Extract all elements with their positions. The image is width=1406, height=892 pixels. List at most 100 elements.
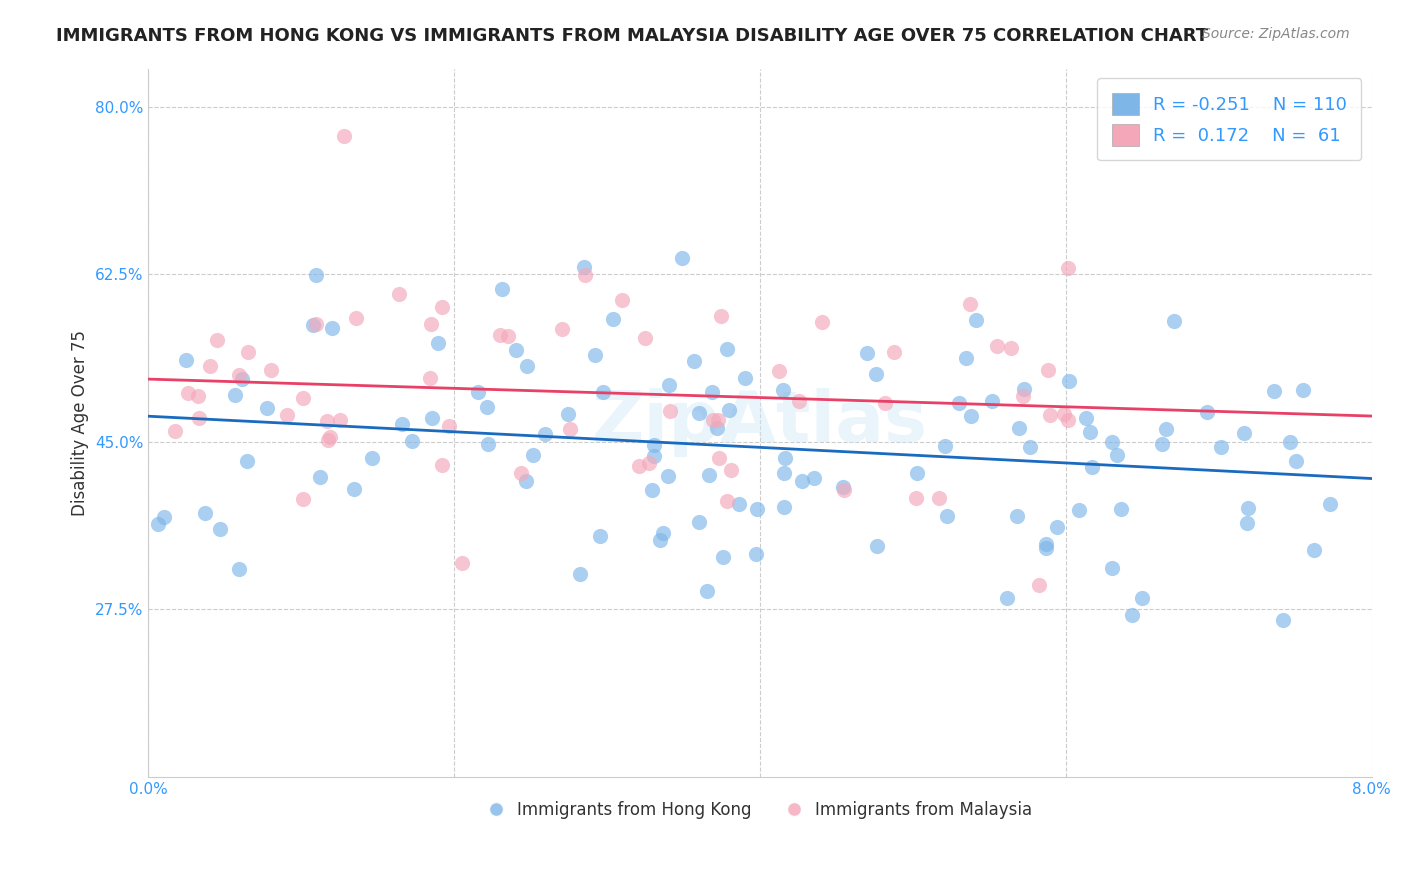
Point [534, 427, 557, 442]
Point [432, 458, 454, 472]
Point [1019, 440, 1042, 454]
Point [205, 333, 228, 347]
Point [1209, 440, 1232, 454]
Point [640, 483, 662, 497]
Point [522, 448, 544, 462]
Point [1163, 314, 1185, 328]
Point [1028, 578, 1050, 592]
Point [707, 412, 730, 426]
Point [489, 327, 512, 342]
Point [427, 336, 450, 351]
Point [318, 433, 340, 447]
Point [650, 533, 672, 548]
Point [343, 482, 366, 496]
Point [491, 282, 513, 296]
Point [302, 318, 325, 332]
Point [1035, 536, 1057, 550]
Point [1105, 448, 1128, 462]
Point [866, 539, 889, 553]
Point [505, 343, 527, 358]
Point [420, 411, 443, 425]
Point [200, 359, 222, 374]
Point [391, 417, 413, 431]
Point [905, 466, 928, 480]
Point [638, 456, 661, 470]
Point [965, 312, 987, 326]
Point [986, 339, 1008, 353]
Point [329, 413, 352, 427]
Point [772, 383, 794, 397]
Point [905, 491, 928, 505]
Point [697, 468, 720, 483]
Point [208, 522, 231, 536]
Point [1074, 410, 1097, 425]
Point [658, 378, 681, 392]
Point [450, 556, 472, 570]
Point [711, 549, 734, 564]
Point [174, 352, 197, 367]
Point [574, 268, 596, 282]
Point [643, 450, 665, 464]
Point [361, 451, 384, 466]
Point [789, 393, 811, 408]
Point [1101, 560, 1123, 574]
Point [259, 363, 281, 377]
Point [935, 509, 957, 524]
Point [728, 497, 751, 511]
Point [980, 393, 1002, 408]
Point [557, 407, 579, 421]
Point [1154, 422, 1177, 436]
Point [1279, 435, 1302, 450]
Point [768, 364, 790, 378]
Point [309, 470, 332, 484]
Point [583, 347, 606, 361]
Point [659, 404, 682, 418]
Point [716, 494, 738, 508]
Point [865, 368, 887, 382]
Point [997, 591, 1019, 605]
Point [188, 411, 211, 425]
Point [651, 525, 673, 540]
Point [657, 468, 679, 483]
Point [467, 385, 489, 400]
Point [510, 466, 533, 480]
Point [276, 409, 298, 423]
Point [1046, 519, 1069, 533]
Point [1150, 437, 1173, 451]
Text: IMMIGRANTS FROM HONG KONG VS IMMIGRANTS FROM MALAYSIA DISABILITY AGE OVER 75 COR: IMMIGRANTS FROM HONG KONG VS IMMIGRANTS … [56, 27, 1208, 45]
Point [321, 321, 343, 335]
Point [1121, 608, 1143, 623]
Text: Source: ZipAtlas.com: Source: ZipAtlas.com [1202, 27, 1350, 41]
Point [228, 368, 250, 383]
Point [477, 400, 499, 414]
Point [574, 260, 596, 275]
Point [602, 312, 624, 326]
Point [747, 502, 769, 516]
Point [1130, 591, 1153, 605]
Point [628, 458, 651, 473]
Point [318, 429, 340, 443]
Point [516, 359, 538, 374]
Point [430, 300, 453, 314]
Point [682, 354, 704, 368]
Point [291, 491, 314, 506]
Point [437, 419, 460, 434]
Point [1056, 261, 1078, 276]
Point [716, 343, 738, 357]
Point [1035, 541, 1057, 555]
Point [959, 297, 981, 311]
Point [1236, 516, 1258, 530]
Point [934, 439, 956, 453]
Point [928, 491, 950, 505]
Point [1272, 613, 1295, 627]
Point [883, 345, 905, 359]
Point [707, 451, 730, 466]
Point [496, 329, 519, 343]
Point [228, 562, 250, 576]
Point [717, 403, 740, 417]
Point [1109, 501, 1132, 516]
Point [856, 346, 879, 360]
Point [153, 509, 176, 524]
Point [388, 286, 411, 301]
Point [1233, 425, 1256, 440]
